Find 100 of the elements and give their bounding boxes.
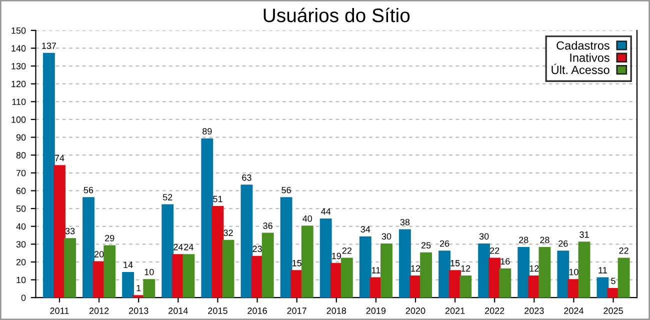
bar <box>182 254 195 298</box>
y-tick-label: 150 <box>12 27 26 34</box>
data-label: 74 <box>54 154 64 162</box>
x-tick-label: 2015 <box>208 308 228 314</box>
data-label: 11 <box>598 267 607 274</box>
data-label: 12 <box>411 265 420 272</box>
bar <box>359 236 372 298</box>
y-tick-label: 70 <box>16 170 26 176</box>
data-label: 63 <box>242 174 252 181</box>
chart-title: Usuários do Sítio <box>264 8 410 22</box>
data-label: 11 <box>372 267 380 274</box>
bar <box>42 52 55 298</box>
bar <box>398 229 411 298</box>
y-tick-label: 100 <box>12 116 26 123</box>
bar <box>449 270 462 298</box>
bar <box>420 252 432 298</box>
x-tick-label: 2017 <box>287 308 306 314</box>
bar <box>104 245 116 298</box>
data-label: 10 <box>144 268 154 276</box>
data-label: 5 <box>611 278 616 284</box>
bar <box>438 250 450 298</box>
data-label: 1 <box>136 284 141 292</box>
x-tick-label: 2014 <box>168 308 188 314</box>
bar <box>280 197 292 298</box>
legend-label: Últ. Acesso <box>552 64 610 74</box>
y-tick-label: 30 <box>16 241 26 248</box>
bar <box>380 243 392 298</box>
data-label: 38 <box>400 218 410 226</box>
y-tick-label: 40 <box>16 223 26 230</box>
data-label: 52 <box>162 194 172 200</box>
bar <box>143 279 156 298</box>
data-label: 24 <box>184 244 194 250</box>
x-tick-label: 2022 <box>485 308 504 314</box>
data-label: 10 <box>569 268 578 276</box>
data-label: 15 <box>450 260 460 266</box>
y-tick-label: 140 <box>12 45 26 52</box>
x-tick-label: 2016 <box>248 308 267 314</box>
data-label: 31 <box>580 231 589 238</box>
bar <box>162 204 174 298</box>
bar <box>201 138 214 298</box>
x-tick-label: 2012 <box>89 308 109 314</box>
x-tick-label: 2020 <box>406 308 426 314</box>
data-label: 16 <box>500 258 510 265</box>
bar <box>212 206 224 298</box>
data-label: 28 <box>519 236 528 244</box>
bar <box>596 277 609 298</box>
data-label: 56 <box>282 186 291 194</box>
data-label: 22 <box>490 247 500 254</box>
bar <box>518 247 530 298</box>
data-label: 34 <box>360 226 370 232</box>
y-tick-label: 20 <box>16 258 26 266</box>
y-tick-label: 10 <box>16 276 26 284</box>
data-label: 40 <box>302 215 312 222</box>
y-tick-label: 110 <box>12 98 26 106</box>
data-label: 26 <box>440 240 450 247</box>
data-label: 30 <box>382 233 392 240</box>
legend-label: Inativos <box>570 53 610 62</box>
bar <box>538 247 551 298</box>
data-label: 33 <box>65 228 75 234</box>
bar <box>82 197 94 298</box>
bar <box>64 238 76 298</box>
x-tick-label: 2013 <box>129 308 148 314</box>
bar <box>301 226 314 298</box>
bar <box>618 258 630 298</box>
y-tick-label: 120 <box>12 80 26 88</box>
data-label: 32 <box>224 230 233 236</box>
data-label: 36 <box>263 222 272 229</box>
bar <box>488 258 501 298</box>
y-tick-label: 50 <box>16 206 26 212</box>
bar <box>568 279 580 298</box>
y-tick-label: 130 <box>12 62 26 70</box>
y-tick-label: 80 <box>16 152 26 158</box>
legend-label: Cadastros <box>556 41 610 50</box>
y-tick-label: 60 <box>16 188 26 194</box>
bar <box>122 272 134 298</box>
data-label: 51 <box>213 196 222 202</box>
data-label: 56 <box>84 186 94 194</box>
data-label: 30 <box>479 233 489 240</box>
data-label: 22 <box>619 247 628 254</box>
x-tick-label: 2025 <box>604 308 623 314</box>
data-label: 89 <box>202 128 212 134</box>
x-tick-label: 2018 <box>326 308 346 314</box>
data-label: 15 <box>292 260 302 266</box>
bar <box>262 232 274 298</box>
bar <box>54 165 66 298</box>
bar <box>557 250 570 298</box>
data-label: 28 <box>540 236 550 244</box>
bar <box>460 276 472 298</box>
data-label: 14 <box>124 262 133 268</box>
data-label: 44 <box>321 208 331 215</box>
data-label: 26 <box>558 240 568 247</box>
bar <box>340 258 353 298</box>
data-label: 25 <box>421 242 431 249</box>
bar <box>478 243 490 298</box>
y-tick-label: 90 <box>16 134 26 141</box>
data-label: 19 <box>332 252 341 260</box>
data-label: 29 <box>105 234 114 242</box>
data-label: 137 <box>42 42 56 49</box>
bar <box>320 218 332 298</box>
x-tick-label: 2023 <box>524 308 544 314</box>
